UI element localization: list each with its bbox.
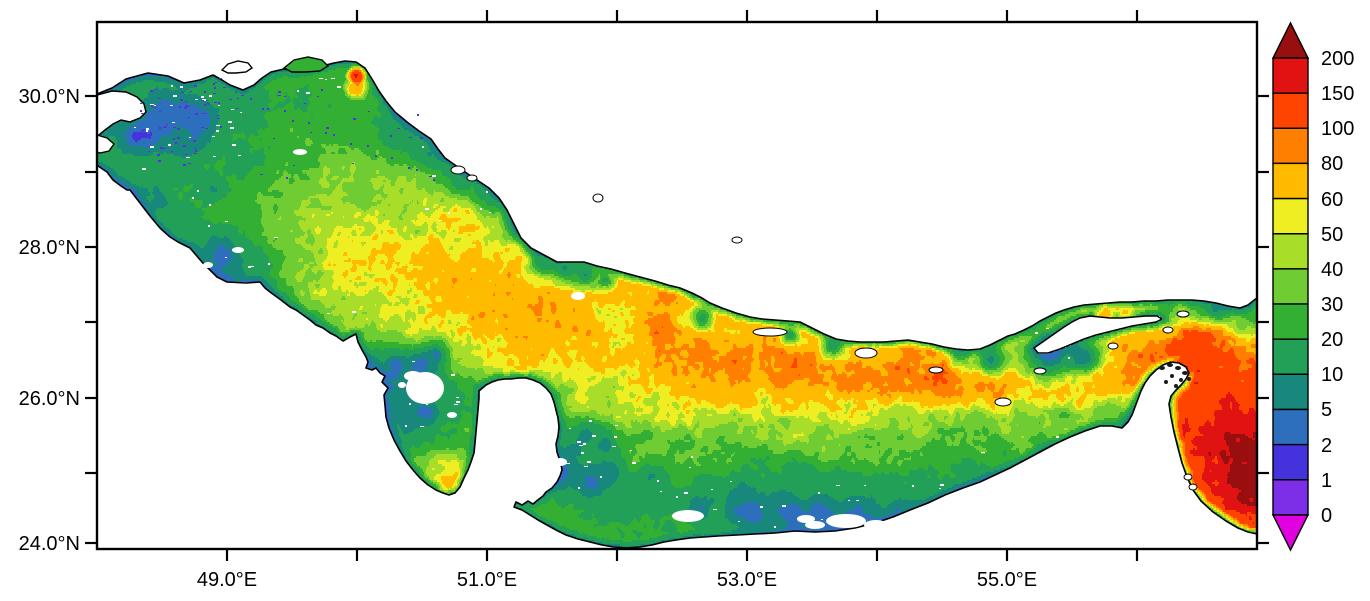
svg-text:20: 20 — [1321, 329, 1343, 351]
svg-text:10: 10 — [1321, 364, 1343, 386]
svg-text:50: 50 — [1321, 224, 1343, 246]
svg-text:1: 1 — [1321, 470, 1332, 492]
svg-text:80: 80 — [1321, 153, 1343, 175]
svg-text:30.0°N: 30.0°N — [19, 86, 80, 108]
svg-text:49.0°E: 49.0°E — [197, 569, 257, 591]
svg-text:100: 100 — [1321, 118, 1354, 140]
svg-text:30: 30 — [1321, 294, 1343, 316]
svg-text:2: 2 — [1321, 435, 1332, 457]
svg-text:40: 40 — [1321, 259, 1343, 281]
svg-text:5: 5 — [1321, 399, 1332, 421]
svg-text:200: 200 — [1321, 48, 1354, 70]
svg-text:24.0°N: 24.0°N — [19, 533, 80, 555]
svg-text:55.0°E: 55.0°E — [977, 569, 1037, 591]
svg-text:53.0°E: 53.0°E — [717, 569, 777, 591]
svg-text:60: 60 — [1321, 189, 1343, 211]
svg-text:51.0°E: 51.0°E — [457, 569, 517, 591]
svg-text:150: 150 — [1321, 83, 1354, 105]
svg-text:28.0°N: 28.0°N — [19, 237, 80, 259]
svg-text:0: 0 — [1321, 505, 1332, 527]
svg-text:26.0°N: 26.0°N — [19, 388, 80, 410]
